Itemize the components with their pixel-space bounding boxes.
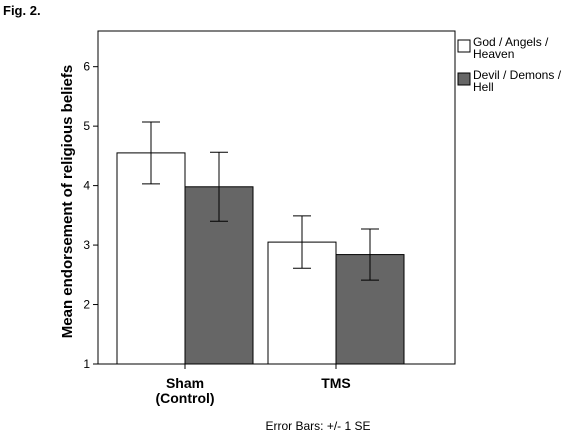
y-axis: 1 2 3 4 5 6 (83, 60, 98, 371)
legend-swatch (457, 72, 471, 86)
x-tick-label: TMS (321, 375, 351, 391)
y-axis-title: Mean endorsement of religious beliefs (59, 65, 76, 338)
legend-label: Hell (473, 80, 494, 94)
figure-label: Fig. 2. (3, 3, 41, 18)
y-tick-label: 3 (83, 238, 90, 252)
y-tick-label: 6 (83, 60, 90, 74)
y-tick-label: 5 (83, 119, 90, 133)
y-tick-label: 1 (83, 357, 90, 371)
legend-label: Devil / Demons / (473, 68, 562, 82)
bars (116, 121, 405, 365)
legend: God / Angels /Heaven Devil / Demons /Hell (457, 35, 562, 94)
x-tick-label: (Control) (155, 390, 214, 406)
bar (116, 152, 186, 365)
y-tick-label: 2 (83, 298, 90, 312)
x-axis: Sham(Control) TMS (155, 364, 351, 406)
legend-label: God / Angels / (473, 35, 549, 49)
error-bars-note: Error Bars: +/- 1 SE (265, 419, 370, 433)
y-tick-label: 4 (83, 179, 90, 193)
x-tick-label: Sham (166, 375, 204, 391)
legend-swatch (457, 39, 471, 53)
legend-label: Heaven (473, 47, 514, 61)
